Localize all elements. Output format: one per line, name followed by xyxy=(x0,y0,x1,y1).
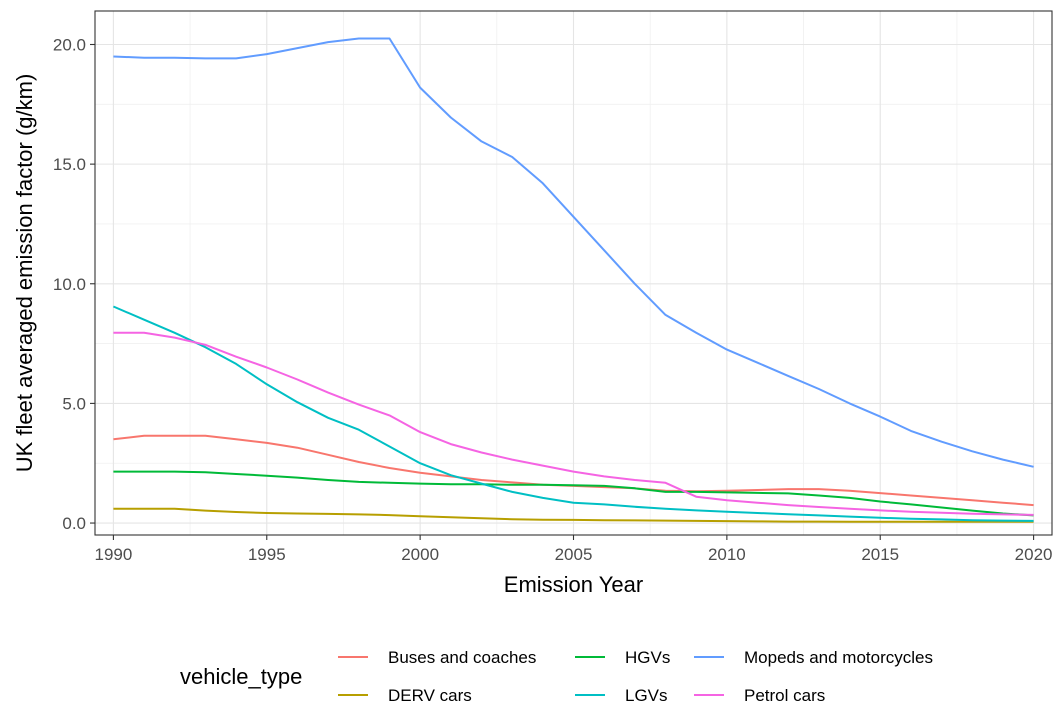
y-tick-label: 10.0 xyxy=(53,275,86,294)
y-tick-label: 15.0 xyxy=(53,155,86,174)
x-tick-label: 2020 xyxy=(1015,545,1053,564)
legend-label: Petrol cars xyxy=(744,686,825,704)
series-lines xyxy=(113,37,1034,523)
series-line-petrol-cars xyxy=(113,331,1034,516)
y-tick-label: 5.0 xyxy=(62,394,86,413)
x-tick-label: 2015 xyxy=(861,545,899,564)
series-line-lgvs xyxy=(113,305,1034,522)
y-tick-label: 0.0 xyxy=(62,514,86,533)
x-axis-ticks: 1990 1995 2000 2005 2010 2015 2020 xyxy=(94,535,1053,564)
x-tick-label: 2000 xyxy=(401,545,439,564)
legend-title: vehicle_type xyxy=(180,664,302,689)
legend-label: Mopeds and motorcycles xyxy=(744,648,933,667)
y-tick-label: 20.0 xyxy=(53,35,86,54)
series-line-mopeds-and-motorcycles xyxy=(113,37,1034,468)
series-line-hgvs xyxy=(113,470,1034,517)
legend-label: Buses and coaches xyxy=(388,648,536,667)
x-tick-label: 2010 xyxy=(708,545,746,564)
x-axis-title: Emission Year xyxy=(504,572,643,597)
legend: vehicle_type Buses and coaches DERV cars H… xyxy=(180,648,933,704)
x-tick-label: 1990 xyxy=(94,545,132,564)
y-axis-title: UK fleet averaged emission factor (g/km) xyxy=(12,74,37,473)
y-axis-ticks: 0.0 5.0 10.0 15.0 20.0 xyxy=(53,35,95,533)
series-line-derv-cars xyxy=(113,507,1034,523)
grid-major xyxy=(95,11,1052,535)
legend-label: LGVs xyxy=(625,686,668,704)
x-tick-label: 2005 xyxy=(555,545,593,564)
legend-label: DERV cars xyxy=(388,686,472,704)
x-tick-label: 1995 xyxy=(248,545,286,564)
legend-label: HGVs xyxy=(625,648,670,667)
